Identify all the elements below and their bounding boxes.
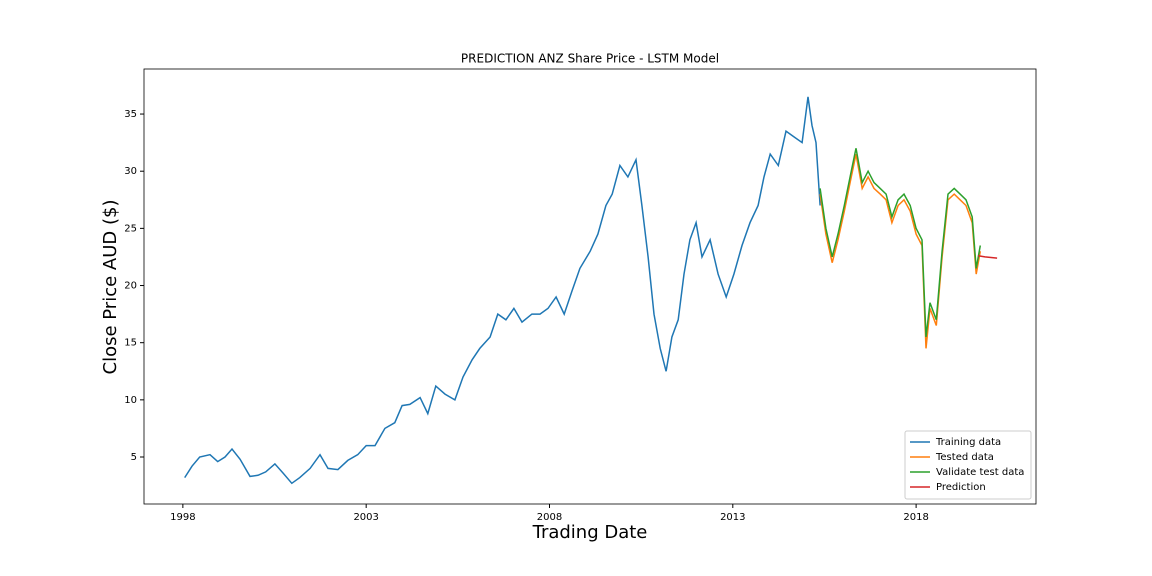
y-tick-label: 35 — [124, 109, 137, 120]
series-line — [977, 255, 998, 259]
legend-label: Prediction — [936, 482, 986, 493]
y-tick-label: 5 — [131, 452, 137, 463]
series-line — [819, 153, 982, 349]
axes-frame — [143, 68, 1037, 505]
legend-label: Training data — [935, 437, 1001, 448]
legend-label: Tested data — [935, 452, 994, 463]
y-tick-label: 10 — [124, 395, 137, 406]
legend-label: Validate test data — [936, 467, 1024, 478]
y-tick-label: 20 — [124, 281, 137, 292]
series-line — [184, 96, 821, 485]
series-line — [819, 148, 982, 338]
legend-box — [904, 430, 1032, 500]
x-tick-label: 2013 — [720, 512, 745, 523]
y-axis-label: Close Price AUD ($) — [100, 200, 121, 375]
y-tick-label: 25 — [124, 223, 137, 234]
x-tick-label: 1998 — [170, 512, 195, 523]
x-tick-label: 2003 — [353, 512, 378, 523]
y-tick-label: 30 — [124, 166, 137, 177]
x-tick-label: 2008 — [537, 512, 562, 523]
y-tick-label: 15 — [124, 338, 137, 349]
x-tick-label: 2018 — [903, 512, 928, 523]
chart-title: PREDICTION ANZ Share Price - LSTM Model — [461, 52, 719, 66]
x-axis-label: Trading Date — [532, 522, 648, 543]
